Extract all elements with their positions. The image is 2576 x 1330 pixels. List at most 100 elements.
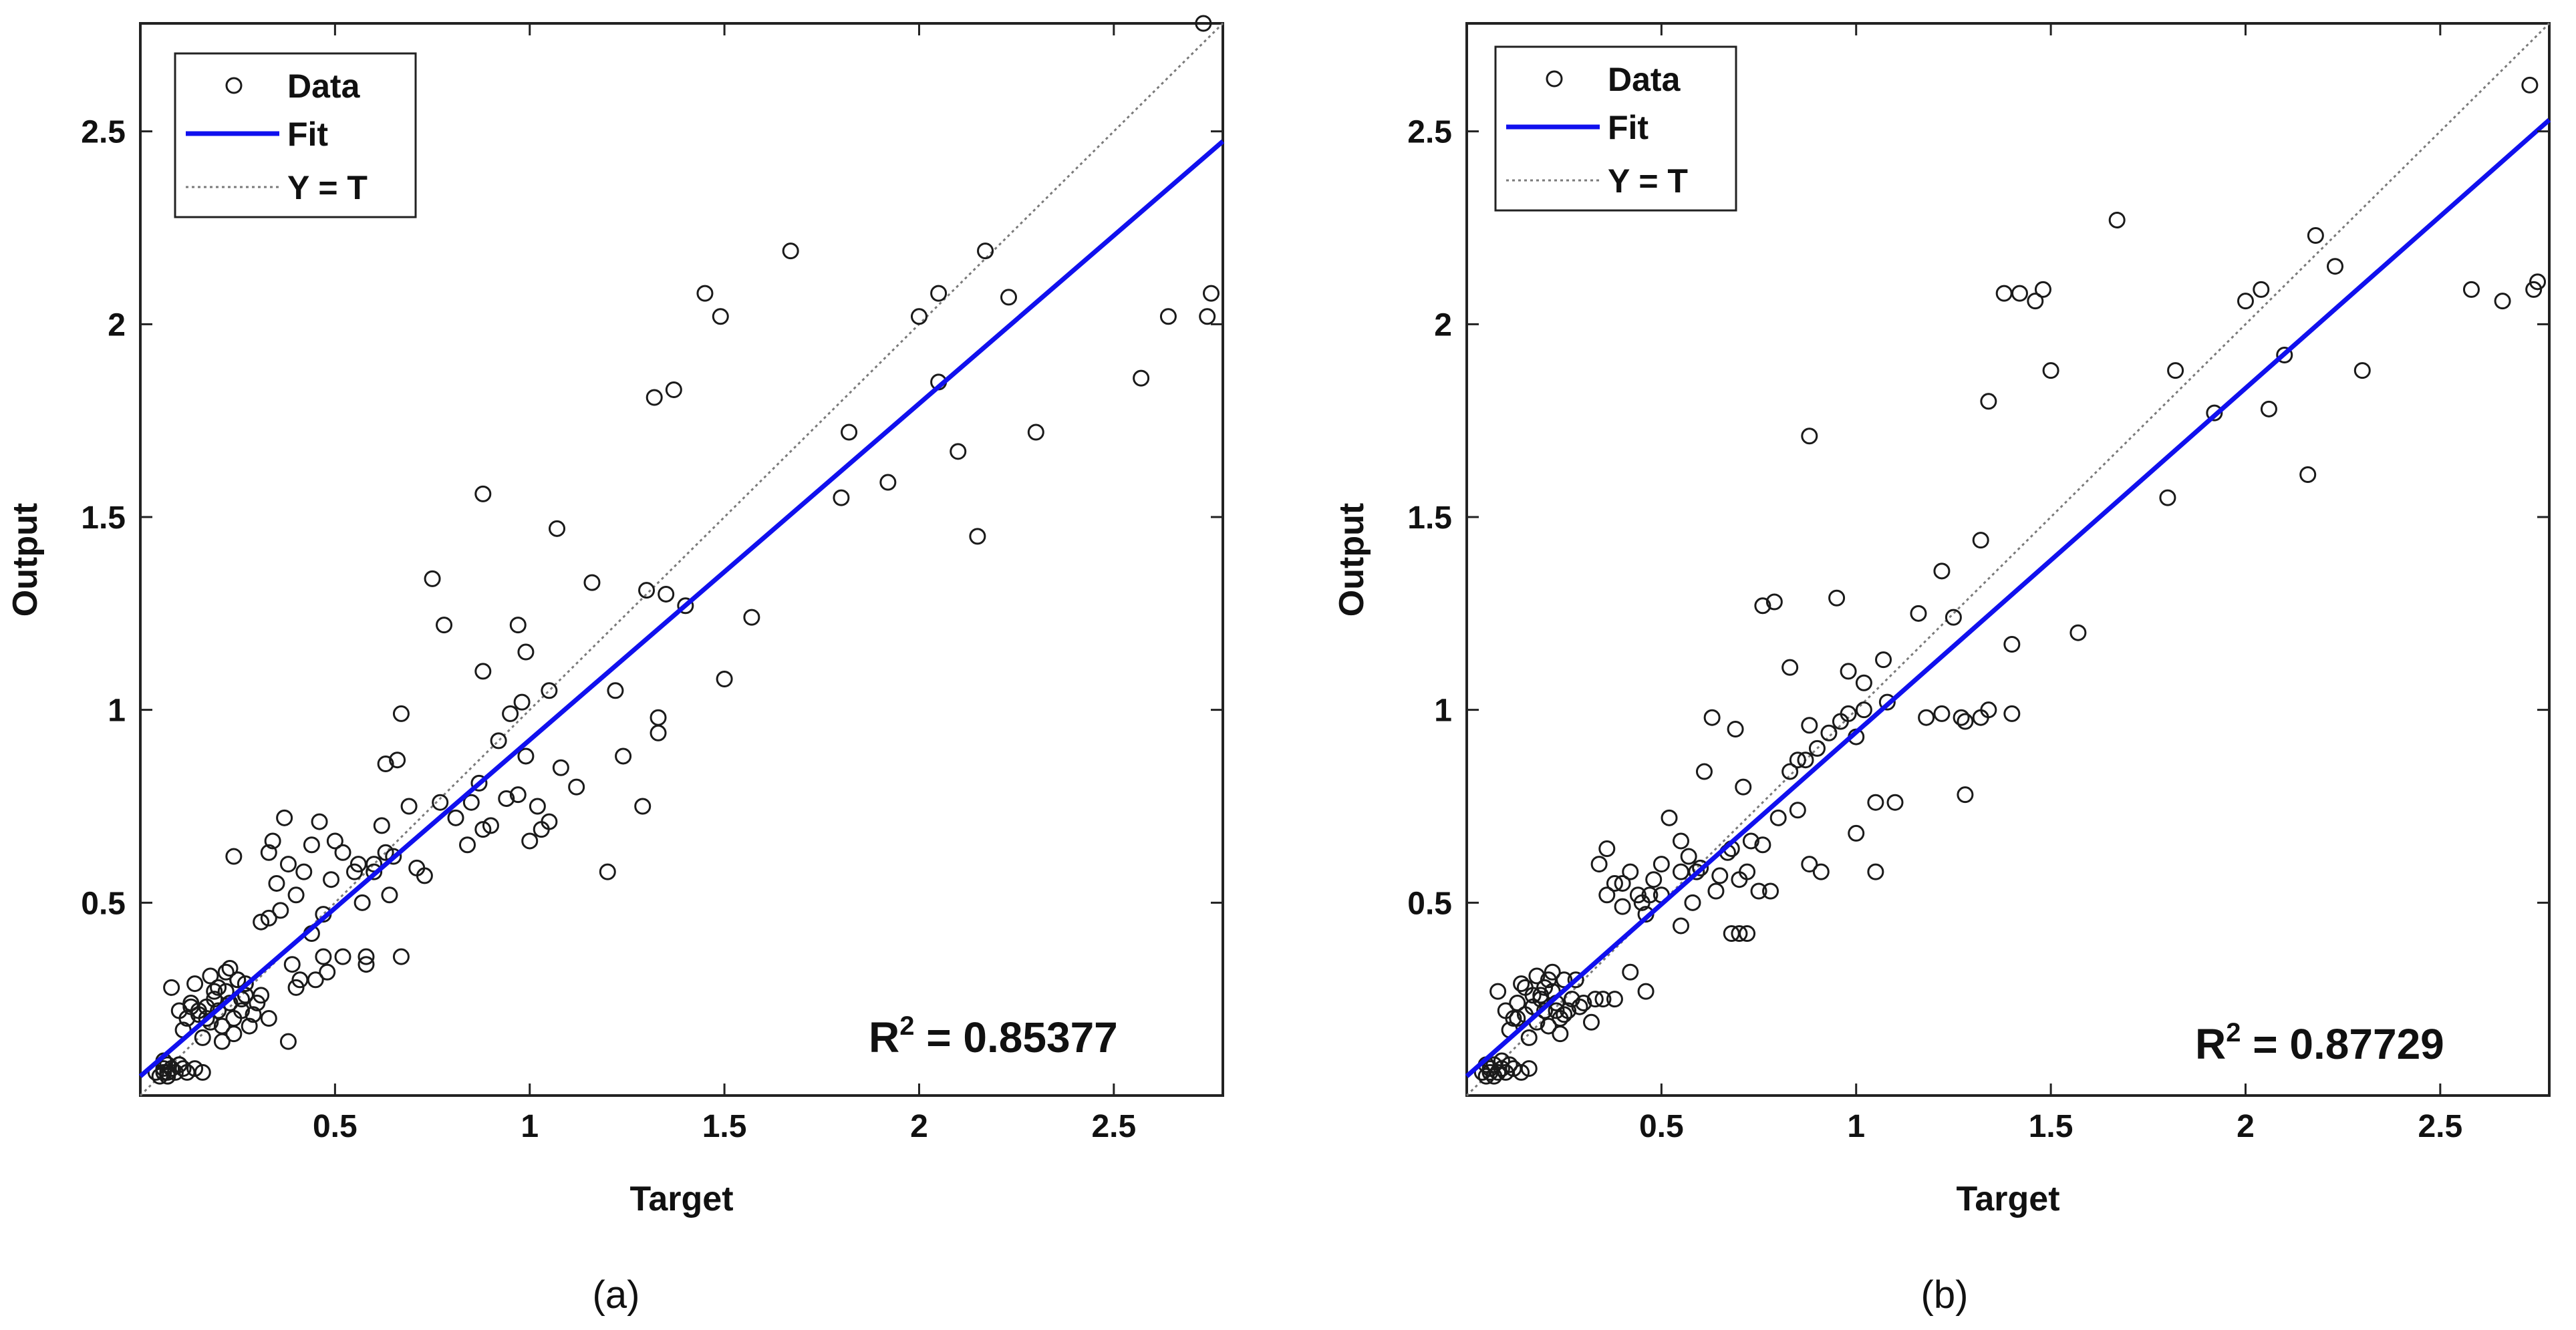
data-point	[782, 242, 799, 260]
data-point	[1000, 289, 1017, 306]
data-point	[462, 794, 480, 811]
data-point	[1637, 983, 1655, 1000]
data-point	[521, 832, 539, 850]
data-point	[1552, 1025, 1569, 1043]
data-point	[1027, 424, 1044, 441]
data-point	[1727, 721, 1744, 738]
data-point	[1828, 589, 1846, 607]
x-tick-label: 2	[910, 1109, 928, 1144]
data-point	[1571, 998, 1588, 1015]
data-point	[253, 913, 270, 931]
data-point	[260, 844, 277, 861]
data-point	[373, 817, 390, 834]
data-point	[1673, 917, 1690, 935]
data-point	[552, 759, 569, 776]
r-squared-prefix-b: R	[2195, 1020, 2226, 1068]
data-point	[1501, 1056, 1518, 1073]
data-point	[1840, 705, 1857, 722]
y-tick-label: 2.5	[81, 115, 126, 150]
data-point	[186, 1060, 204, 1077]
data-point	[353, 894, 371, 911]
data-point	[1769, 809, 1787, 826]
data-point	[910, 308, 927, 325]
r-squared-prefix-a: R	[869, 1013, 899, 1061]
data-point	[841, 424, 858, 441]
data-point	[712, 308, 729, 325]
data-point	[1516, 979, 1534, 996]
data-point	[1801, 428, 1818, 445]
y-tick-label: 1	[108, 693, 126, 729]
data-point	[1707, 882, 1725, 900]
data-point	[225, 1025, 243, 1043]
data-point	[163, 1060, 180, 1077]
data-point	[1556, 1006, 1573, 1023]
data-point	[1695, 763, 1713, 780]
data-point	[1867, 863, 1884, 880]
data-point	[2237, 293, 2254, 310]
data-point	[930, 285, 948, 302]
data-point	[1980, 701, 1997, 719]
data-point	[529, 798, 546, 815]
data-point	[470, 774, 488, 792]
legend-data-marker-a	[225, 77, 243, 94]
data-point	[2253, 281, 2270, 298]
r-squared-annotation-a: R2 = 0.85377	[869, 1011, 1118, 1061]
data-point	[206, 991, 223, 1008]
panel-label-b: (b)	[1921, 1273, 1969, 1317]
panel-a: 0.5 1 1.5 2 2.5 0.5 1 1.5 2 2.5 Output Target Dat…	[6, 15, 1225, 1317]
legend-data-label-a: Data	[287, 67, 361, 105]
data-point	[323, 871, 340, 888]
data-point	[174, 1060, 192, 1077]
data-point	[1739, 863, 1756, 880]
data-point	[357, 948, 375, 965]
y-tick-label: 2.5	[1407, 115, 1452, 150]
data-point	[1801, 856, 1818, 873]
data-point	[334, 844, 351, 861]
data-point	[287, 886, 305, 904]
data-point	[1781, 659, 1799, 676]
data-points-b	[1465, 76, 2551, 1085]
data-point	[1606, 874, 1623, 892]
data-point	[1731, 925, 1748, 943]
data-point	[1855, 674, 1872, 691]
data-point	[950, 443, 967, 460]
data-point	[1540, 1017, 1557, 1035]
data-point	[1606, 991, 1623, 1008]
data-point	[2034, 281, 2051, 298]
data-point	[1520, 1029, 1538, 1046]
data-point	[170, 1056, 188, 1073]
data-point	[245, 1006, 262, 1023]
identity-line	[139, 22, 1224, 1097]
data-point	[502, 705, 519, 722]
data-point	[879, 474, 897, 491]
data-point	[1754, 836, 1771, 854]
y-tick-label: 2	[108, 307, 126, 343]
data-point	[541, 682, 558, 699]
x-tick-label: 1.5	[2029, 1109, 2073, 1144]
axis-ticks-b: 0.5 1 1.5 2 2.5 0.5 1 1.5 2 2.5	[1407, 23, 2549, 1144]
data-point	[1735, 778, 1752, 796]
r-squared-value-a: = 0.85377	[914, 1013, 1117, 1061]
data-point	[349, 856, 367, 873]
data-point	[650, 724, 667, 741]
data-point	[159, 1067, 176, 1085]
data-point	[549, 520, 566, 537]
data-point	[1801, 717, 1818, 734]
legend-a: Data Fit Y = T	[174, 52, 417, 218]
data-point	[1848, 824, 1865, 842]
legend-fit-label-b: Fit	[1608, 109, 1649, 146]
data-point	[1485, 1067, 1503, 1085]
data-point	[482, 817, 499, 834]
data-point	[182, 998, 200, 1015]
data-point	[186, 975, 204, 993]
data-point	[474, 821, 492, 838]
data-point	[509, 786, 527, 804]
data-point	[2260, 400, 2277, 418]
data-point	[1750, 882, 1767, 900]
data-point	[2069, 624, 2087, 641]
data-point	[1918, 709, 1935, 726]
y-tick-label: 1	[1434, 693, 1452, 729]
x-tick-label: 1	[1847, 1109, 1865, 1144]
data-point	[2042, 362, 2059, 379]
data-point	[517, 747, 535, 765]
